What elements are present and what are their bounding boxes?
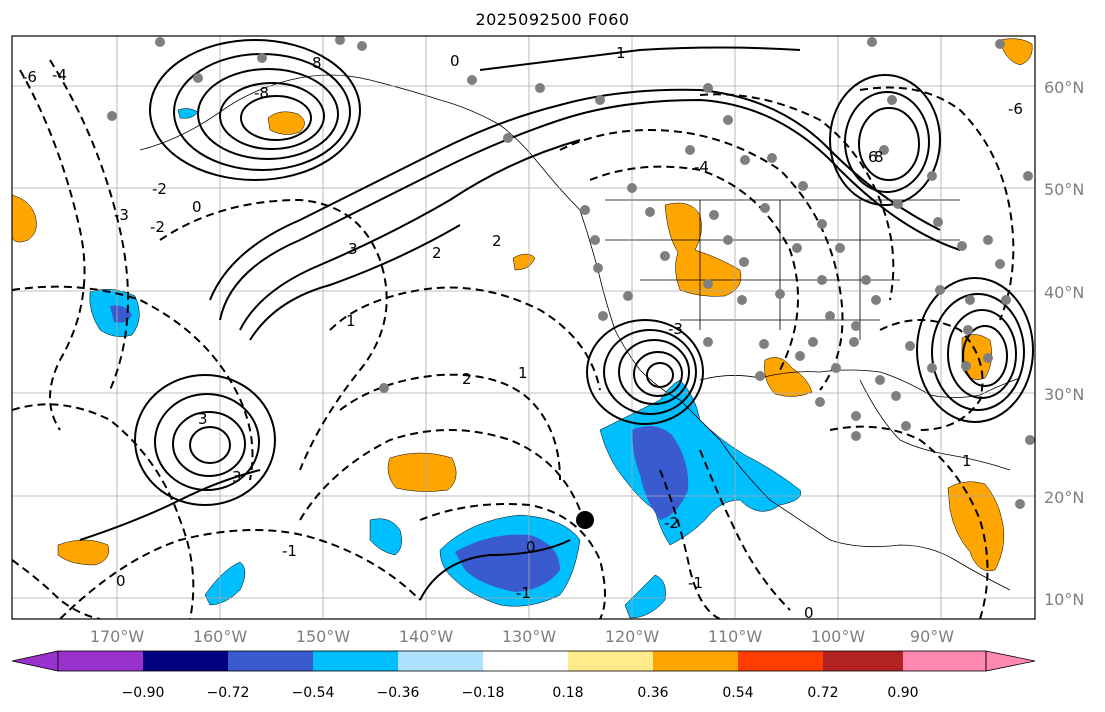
contour-label: 8 [874,148,884,166]
colorbar-segment [143,651,228,671]
colorbar-extend-max [985,650,1036,672]
lon-label: 150°W [296,627,351,646]
contour-label: 3 [232,468,242,486]
lon-label: 100°W [811,627,866,646]
solid-contours [79,39,1034,601]
lat-label: 20°N [1044,488,1084,507]
lon-label: 140°W [399,627,454,646]
colorbar-segment [903,651,986,671]
colorbar-tick-label: −0.18 [462,685,505,701]
map-title: 2025092500 F060 [475,10,630,29]
contour-label: -3 [668,320,683,338]
contour-label: -4 [52,66,67,84]
colorbar-segment [228,651,313,671]
contour-label: 0 [526,538,536,556]
colorbar-segment [653,651,738,671]
contour-label: 0 [804,604,814,622]
contour-label: -6 [1008,100,1023,118]
map-frame [11,35,1036,620]
contour-label: -1 [282,542,297,560]
colorbar-segment [398,651,483,671]
lon-label: 110°W [708,627,763,646]
colorbar-tick-label: 0.36 [637,685,668,701]
colorbar-segment [313,651,398,671]
contour-label: 0 [116,572,126,590]
contour-label: -8 [254,84,269,102]
colorbar-frame [57,650,987,672]
contour-label: -2 [152,180,167,198]
contour-label: -1 [516,584,531,602]
contour-label: 3 [198,410,208,428]
gridlines [12,36,1035,619]
contour-label: 3 [348,240,358,258]
contour-label-group: -6 -4 -3 -2 -2 0 0 0 1 1 2 2 3 3 -8 8 -1… [22,44,1023,622]
lon-label: 120°W [605,627,660,646]
station-dots [107,36,1035,509]
contour-label: 2 [492,232,502,250]
lat-label: 60°N [1044,78,1084,97]
contour-label: 2 [432,244,442,262]
storm-center-marker [576,511,594,529]
colorbar: −0.90 −0.72 −0.54 −0.36 −0.18 0.18 0.36 … [11,650,1036,701]
contour-label: 0 [192,198,202,216]
colorbar-tick-label: −0.72 [207,685,250,701]
colorbar-tick-label: 0.18 [552,685,583,701]
colorbar-tick-label: −0.90 [122,685,165,701]
colorbar-tick-label: 0.72 [807,685,838,701]
colorbar-segment [58,651,143,671]
contour-label: -2 [664,514,679,532]
dashed-contours [12,59,1015,619]
contour-label: 8 [312,54,322,72]
lon-label: 170°W [90,627,145,646]
lat-label: 50°N [1044,180,1084,199]
lat-label: 30°N [1044,385,1084,404]
contour-label: 2 [462,370,472,388]
colorbar-tick-label: −0.36 [377,685,420,701]
colorbar-extend-min [11,650,59,672]
colorbar-segment [568,651,653,671]
contour-label: 1 [518,364,528,382]
longitude-labels: 170°W 160°W 150°W 140°W 130°W 120°W 110°… [90,627,954,646]
shaded-anomalies [12,38,1033,619]
contour-label: 1 [346,312,356,330]
contour-label: 0 [450,52,460,70]
contour-label: -2 [150,218,165,236]
contour-label: -6 [22,68,37,86]
coastlines [139,74,1021,591]
lon-label: 160°W [193,627,248,646]
colorbar-tick-label: −0.54 [292,685,335,701]
contour-label: -3 [114,206,129,224]
lat-label: 10°N [1044,590,1084,609]
colorbar-segment [823,651,903,671]
colorbar-segment [738,651,823,671]
lon-label: 90°W [910,627,954,646]
colorbar-tick-label: 0.54 [722,685,753,701]
contour-label: 1 [962,452,972,470]
contour-label: -4 [694,158,709,176]
latitude-labels: 60°N 50°N 40°N 30°N 20°N 10°N [1044,78,1084,609]
lon-label: 130°W [502,627,557,646]
contour-label: -1 [688,574,703,592]
colorbar-segment [483,651,568,671]
contour-label: 1 [616,44,626,62]
lat-label: 40°N [1044,283,1084,302]
colorbar-tick-label: 0.90 [887,685,918,701]
contour-label: 6 [868,148,878,166]
